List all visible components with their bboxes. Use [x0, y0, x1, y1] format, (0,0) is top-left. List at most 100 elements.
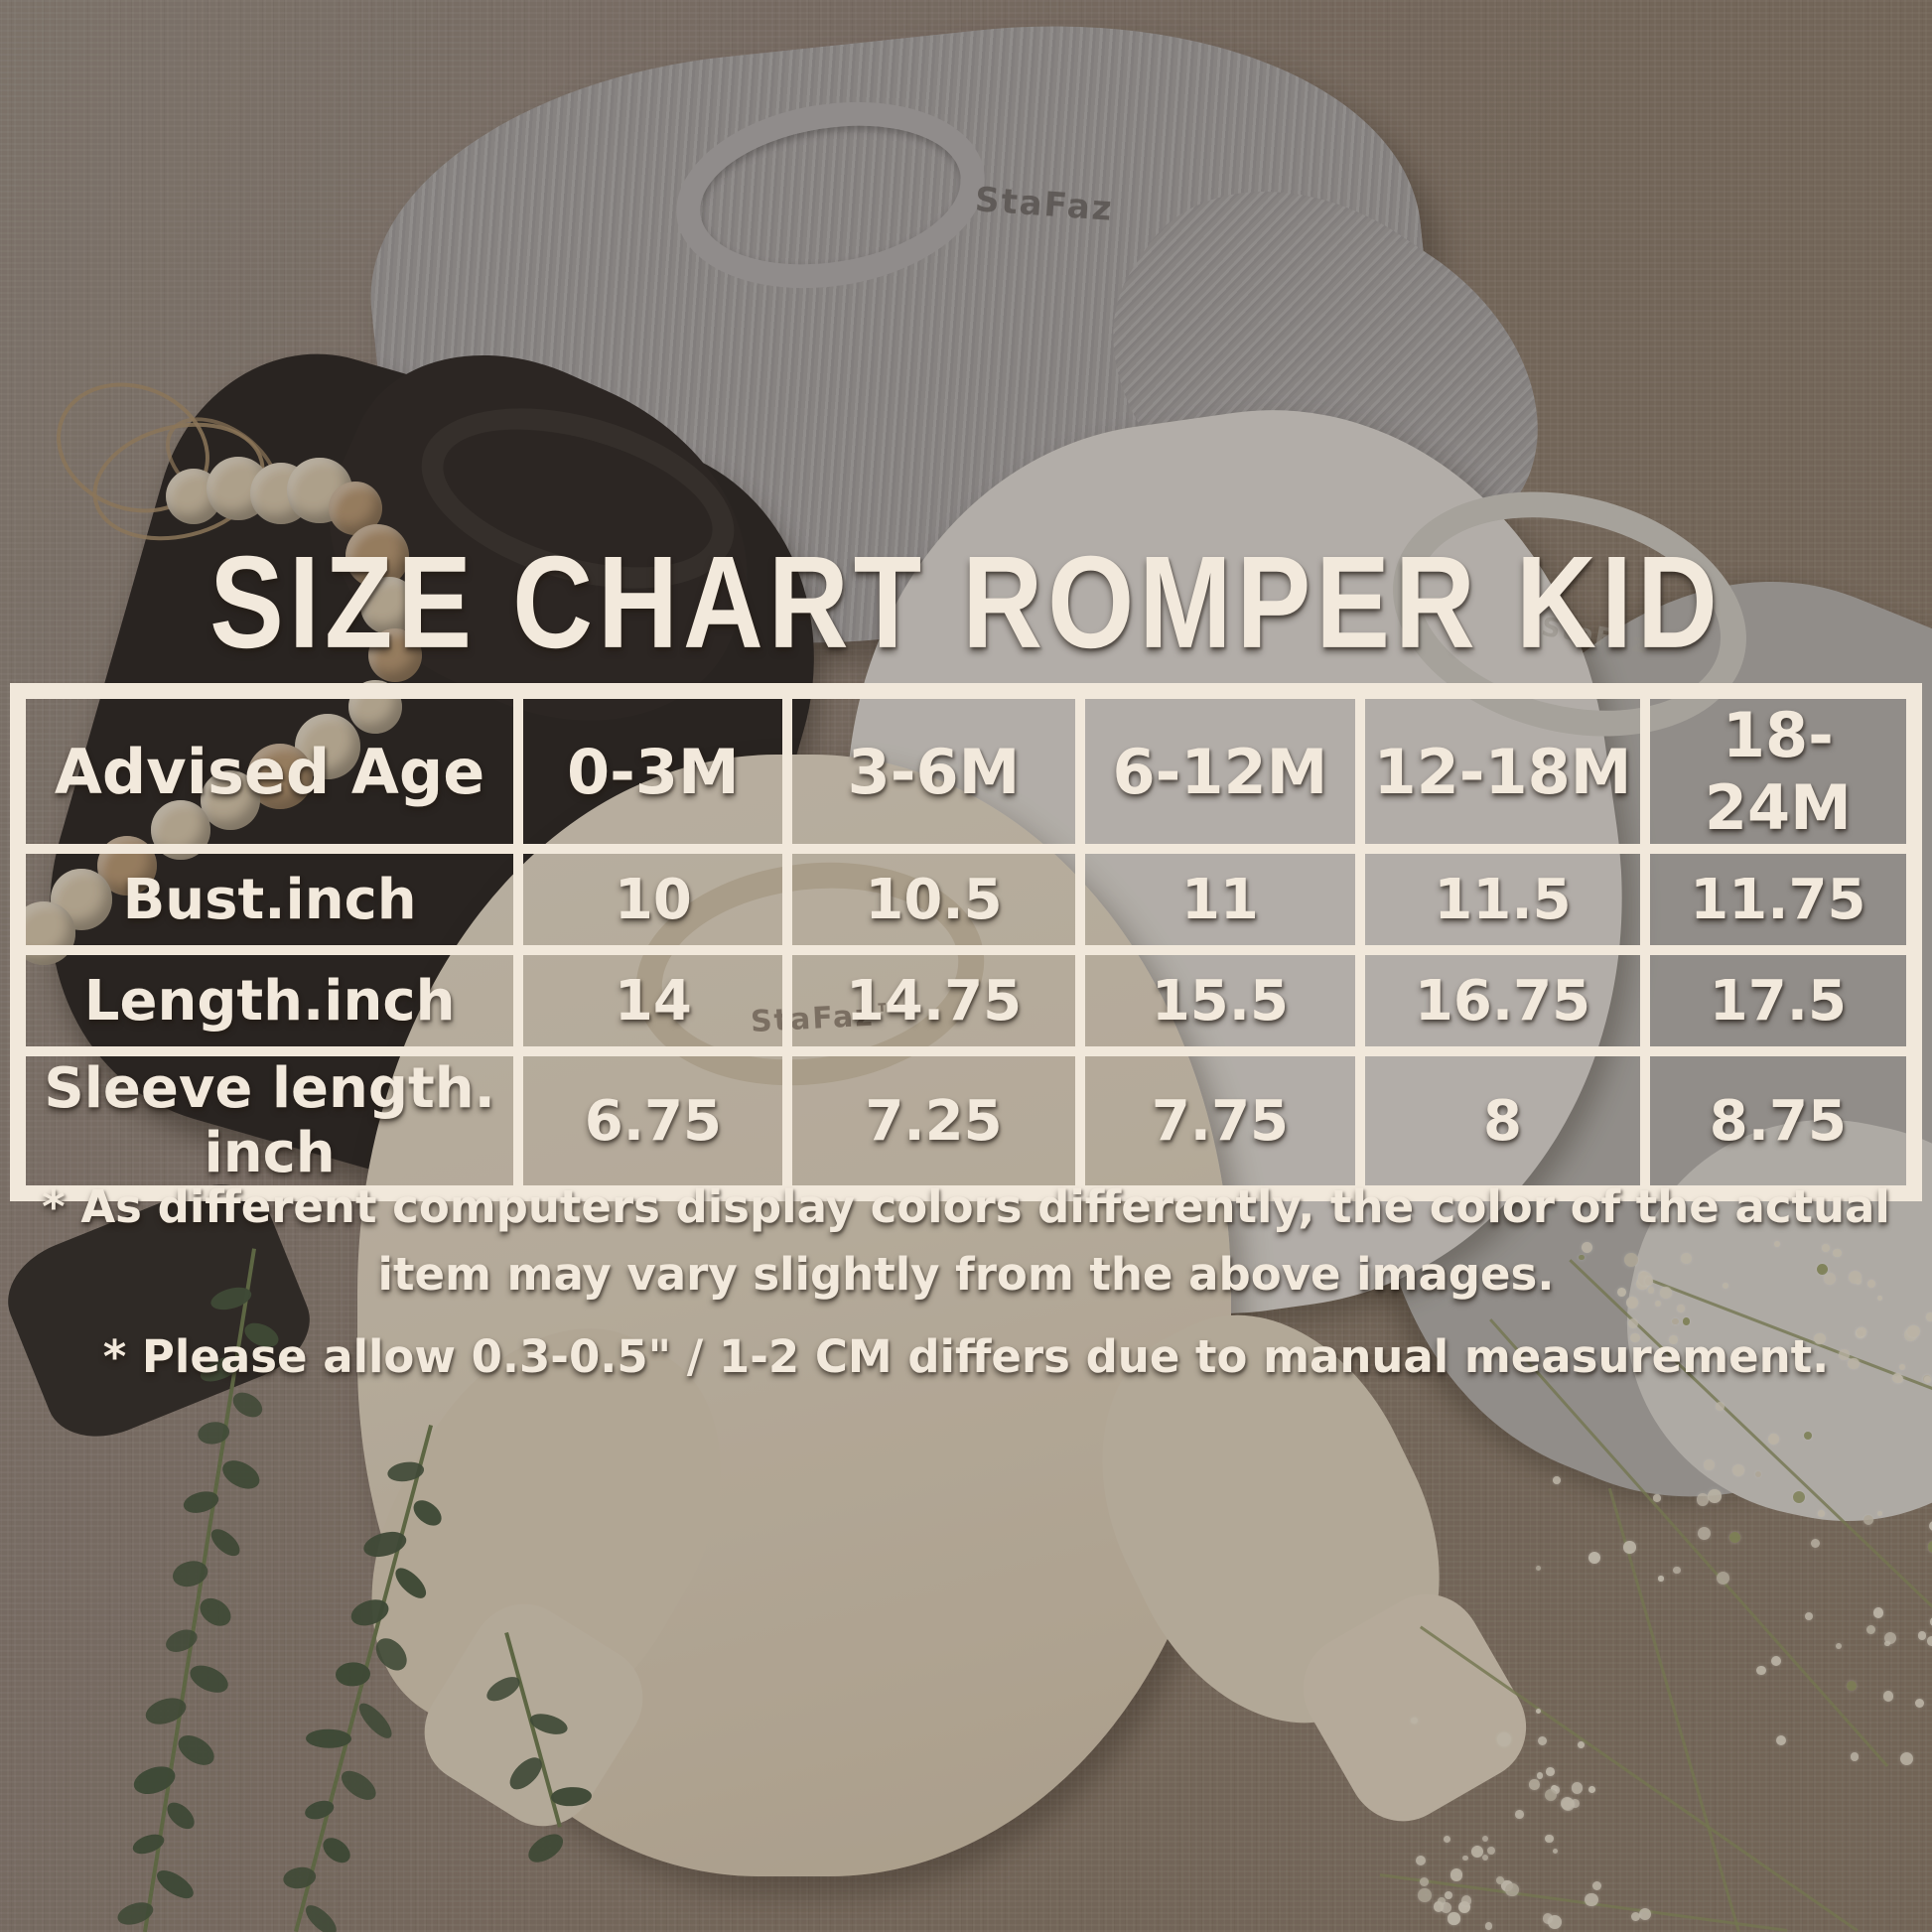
babys-breath-floret: [1770, 1656, 1782, 1667]
babys-breath-floret: [1550, 1784, 1558, 1792]
babys-breath-floret: [1529, 1779, 1540, 1791]
babys-breath-floret: [1449, 1867, 1463, 1881]
babys-breath-floret: [1773, 1240, 1780, 1247]
babys-breath-floret: [1876, 1295, 1883, 1302]
footnote-color-disclaimer: * As different computers display colors …: [42, 1180, 1890, 1301]
babys-breath-floret: [1822, 1244, 1830, 1252]
table-row-sleeve: Sleeve length. inch 6.75 7.25 7.75 8 8.7…: [12, 1046, 1920, 1198]
babys-breath-floret: [1582, 1242, 1593, 1254]
header-cell-12-18m: 12-18M: [1355, 686, 1650, 854]
babys-breath-floret: [1415, 1855, 1427, 1866]
length-value-18-24m: 17.5: [1639, 945, 1920, 1056]
header-cell-18-24m: 18-24M: [1639, 686, 1920, 854]
babys-breath-floret: [1630, 1912, 1640, 1922]
babys-breath-floret: [1818, 1510, 1825, 1517]
babys-breath-floret: [1682, 1317, 1691, 1325]
babys-breath-floret: [1823, 1272, 1836, 1285]
babys-breath-floret: [1658, 1576, 1664, 1582]
babys-breath-floret: [1535, 1565, 1541, 1571]
babys-breath-floret: [1847, 1681, 1858, 1692]
babys-breath-floret: [1816, 1264, 1828, 1276]
footnote-measurement-disclaimer: * Please allow 0.3-0.5" / 1-2 CM differs…: [102, 1330, 1830, 1383]
sleeve-value-18-24m: 8.75: [1639, 1046, 1920, 1198]
babys-breath-floret: [1804, 1612, 1813, 1621]
babys-breath-floret: [1927, 1636, 1932, 1646]
babys-breath-floret: [1915, 1698, 1925, 1708]
babys-breath-floret: [1623, 1541, 1636, 1554]
babys-breath-floret: [1484, 1922, 1493, 1930]
babys-breath-floret: [1587, 1786, 1595, 1794]
babys-breath-floret: [1767, 1433, 1779, 1445]
babys-breath-floret: [1697, 1526, 1712, 1541]
babys-breath-floret: [1495, 1876, 1505, 1885]
babys-breath-floret: [1418, 1888, 1432, 1902]
table-row-bust: Bust.inch 10 10.5 11 11.5 11.75: [12, 844, 1920, 955]
row-label-sleeve: Sleeve length. inch: [12, 1046, 524, 1198]
babys-breath-floret: [1471, 1846, 1484, 1859]
babys-breath-floret: [1883, 1640, 1890, 1647]
bust-value-6-12m: 11: [1074, 844, 1366, 955]
babys-breath-floret: [1677, 1305, 1685, 1312]
babys-breath-floret: [1585, 1892, 1598, 1907]
wooden-bead: [359, 576, 419, 635]
babys-breath-floret: [1722, 1282, 1729, 1290]
babys-breath-floret: [1681, 1252, 1693, 1264]
bust-value-3-6m: 10.5: [782, 844, 1085, 955]
babys-breath-floret: [1660, 1286, 1672, 1299]
babys-breath-floret: [1448, 1912, 1460, 1925]
table-header-row: Advised Age 0-3M 3-6M 6-12M 12-18M 18-24…: [12, 686, 1920, 854]
babys-breath-floret: [1728, 1531, 1740, 1544]
babys-breath-floret: [1482, 1836, 1488, 1843]
babys-breath-floret: [1542, 1912, 1554, 1924]
babys-breath-floret: [1579, 1254, 1585, 1261]
babys-breath-floret: [1672, 1317, 1679, 1325]
babys-breath-floret: [1696, 1493, 1710, 1507]
wooden-bead: [345, 523, 410, 589]
babys-breath-floret: [1460, 1895, 1472, 1906]
babys-breath-floret: [1899, 1364, 1906, 1371]
babys-breath-floret: [1653, 1494, 1661, 1502]
sleeve-value-0-3m: 6.75: [513, 1046, 793, 1198]
babys-breath-floret: [1850, 1752, 1860, 1761]
length-value-6-12m: 15.5: [1074, 945, 1366, 1056]
babys-breath-floret: [1505, 1882, 1519, 1896]
length-value-3-6m: 14.75: [782, 945, 1085, 1056]
babys-breath-floret: [1440, 1902, 1451, 1913]
babys-breath-floret: [1924, 1376, 1932, 1384]
babys-breath-floret: [1654, 1300, 1661, 1308]
babys-breath-floret: [1570, 1799, 1580, 1808]
babys-breath-floret: [1756, 1665, 1766, 1676]
babys-breath-floret: [1419, 1876, 1429, 1886]
babys-breath-floret: [1917, 1631, 1927, 1640]
babys-breath-floret: [1715, 1402, 1725, 1412]
babys-breath-floret: [1548, 1914, 1563, 1929]
table-row-length: Length.inch 14 14.75 15.5 16.75 17.5: [12, 945, 1920, 1056]
bust-value-12-18m: 11.5: [1355, 844, 1650, 955]
babys-breath-floret: [1438, 1897, 1447, 1905]
babys-breath-floret: [1704, 1458, 1716, 1470]
babys-breath-floret: [1552, 1849, 1559, 1855]
babys-breath-floret: [1838, 1349, 1850, 1360]
babys-breath-floret: [1930, 1617, 1932, 1626]
length-value-0-3m: 14: [513, 945, 793, 1056]
babys-breath-floret: [1561, 1797, 1576, 1811]
babys-breath-floret: [1588, 1551, 1601, 1564]
babys-breath-floret: [1929, 1521, 1932, 1532]
header-cell-3-6m: 3-6M: [782, 686, 1085, 854]
babys-breath-floret: [1716, 1571, 1729, 1585]
babys-breath-floret: [1865, 1624, 1875, 1635]
header-cell-advised-age: Advised Age: [12, 686, 524, 854]
babys-breath-floret: [1433, 1900, 1445, 1912]
babys-breath-floret: [1536, 1771, 1544, 1779]
header-cell-6-12m: 6-12M: [1074, 686, 1366, 854]
babys-breath-floret: [1577, 1741, 1585, 1748]
babys-breath-floret: [1669, 1335, 1678, 1344]
babys-breath-floret: [1882, 1691, 1894, 1702]
babys-breath-floret: [1553, 1476, 1561, 1484]
sleeve-value-12-18m: 8: [1355, 1046, 1650, 1198]
babys-breath-floret: [1443, 1836, 1450, 1844]
babys-breath-floret: [1775, 1734, 1786, 1745]
babys-breath-floret: [1804, 1432, 1813, 1441]
babys-breath-floret: [1537, 1735, 1548, 1745]
